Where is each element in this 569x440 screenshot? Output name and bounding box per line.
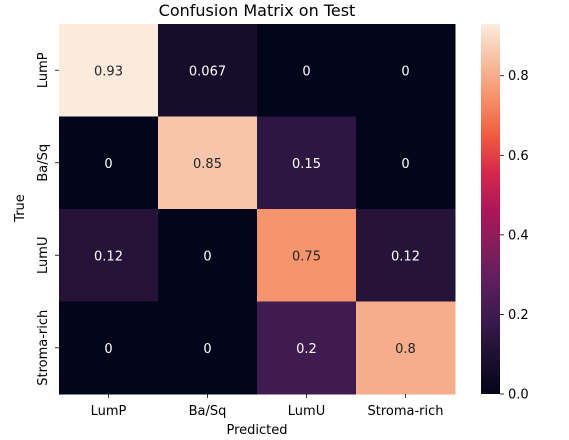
colorbar-tick-label: 0.6 [508,149,529,164]
heatmap-cell-label: 0.93 [94,64,123,79]
heatmap-cell-label: 0 [104,157,112,172]
colorbar-tick-label: 0.2 [508,308,529,323]
y-axis-ticks: LumP Ba/Sq LumU Stroma-rich [36,52,59,386]
heatmap-cell [59,116,159,210]
y-tick-label: LumP [36,52,51,88]
heatmap-cell [257,209,357,302]
heatmap-cell-label: 0.12 [94,249,123,264]
heatmap-cell-labels: 0.93 0.067 0 0 0 0.85 0.15 0 0.12 0 0.75 0.12 0 0 0.2 0… [94,64,420,357]
colorbar-tick-label: 0.0 [508,388,529,403]
y-tick-label: Stroma-rich [36,310,51,386]
heatmap-cell-label: 0 [104,342,112,357]
heatmap-cell-label: 0.067 [189,64,226,79]
heatmap-cell [158,24,258,117]
heatmap-cells [59,24,456,395]
heatmap-cell [356,24,456,117]
heatmap-cell-label: 0 [302,64,310,79]
colorbar-tick-label: 0.8 [508,69,529,84]
heatmap-cell-label: 0.8 [395,342,416,357]
heatmap-cell-label: 0.75 [292,249,321,264]
heatmap-cell [356,301,456,395]
heatmap-cell [59,301,159,395]
heatmap-cell-label: 0.2 [296,342,317,357]
heatmap-cell [356,209,456,302]
heatmap-cell-label: 0.85 [193,157,222,172]
heatmap-cell [158,301,258,395]
y-tick-label: LumU [36,237,51,274]
heatmap-cell-label: 0.12 [391,249,420,264]
heatmap-cell [158,209,258,302]
x-tick-label: LumP [91,404,127,419]
heatmap-cell-label: 0 [203,342,211,357]
x-tick-label: Stroma-rich [367,404,443,419]
heatmap-cell [356,116,456,210]
y-tick-label: Ba/Sq [36,144,51,182]
heatmap-cell [59,209,159,302]
heatmap-cell [158,116,258,210]
x-axis-ticks: LumP Ba/Sq LumU Stroma-rich [91,394,444,419]
y-axis-label: True [13,194,28,223]
heatmap-cell-label: 0 [203,249,211,264]
heatmap-cell-label: 0 [401,64,409,79]
heatmap-cell-label: 0 [401,157,409,172]
colorbar-ticks: 0.0 0.2 0.4 0.6 0.8 [500,69,529,403]
x-tick-label: Ba/Sq [189,404,227,419]
colorbar [481,24,500,394]
heatmap-cell [257,116,357,210]
chart-title: Confusion Matrix on Test [159,1,356,20]
colorbar-tick-label: 0.4 [508,228,529,243]
heatmap-cell [59,24,159,117]
heatmap-cell [257,301,357,395]
heatmap-cell-label: 0.15 [292,157,321,172]
x-tick-label: LumU [288,404,325,419]
heatmap-cell [257,24,357,117]
x-axis-label: Predicted [226,423,287,438]
